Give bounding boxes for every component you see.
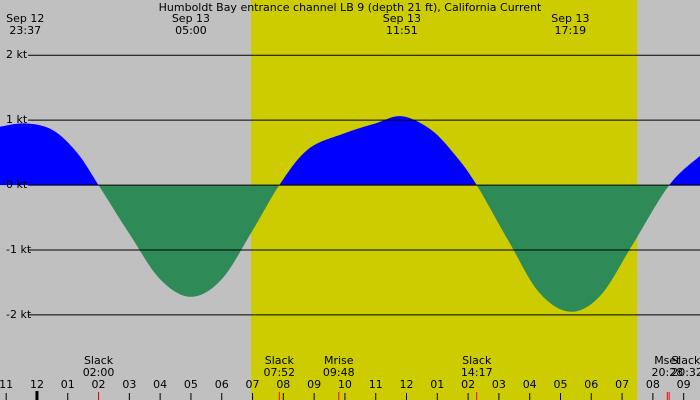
x-tick-label: 05: [184, 378, 198, 391]
event-time: 02:00: [83, 366, 115, 379]
y-tick-label: 1 kt: [6, 113, 28, 126]
chart-title: Humboldt Bay entrance channel LB 9 (dept…: [159, 1, 542, 14]
y-tick-label: 0 kt: [6, 178, 28, 191]
x-tick-label: 02: [92, 378, 106, 391]
y-tick-label: -1 kt: [6, 243, 32, 256]
x-tick-label: 04: [153, 378, 167, 391]
event-label: Mset: [654, 354, 681, 367]
event-label: Slack: [462, 354, 492, 367]
x-tick-label: 07: [615, 378, 629, 391]
x-tick-label: 05: [553, 378, 567, 391]
x-tick-label: 03: [122, 378, 136, 391]
extremum-date: Sep 12: [6, 12, 44, 25]
event-time: 09:48: [323, 366, 355, 379]
x-tick-label: 03: [492, 378, 506, 391]
x-tick-label: 04: [523, 378, 537, 391]
x-tick-label: 08: [276, 378, 290, 391]
x-tick-label: 01: [430, 378, 444, 391]
event-time: 20:32: [671, 366, 700, 379]
event-label: Slack: [671, 354, 700, 367]
x-tick-label: 02: [461, 378, 475, 391]
x-tick-label: 11: [369, 378, 383, 391]
x-tick-label: 09: [307, 378, 321, 391]
extremum-time: 17:19: [554, 24, 586, 37]
extremum-time: 23:37: [9, 24, 41, 37]
x-tick-label: 01: [61, 378, 75, 391]
flood-area: [0, 116, 700, 186]
event-time: 14:17: [461, 366, 493, 379]
x-tick-label: 12: [30, 378, 44, 391]
x-tick-label: 07: [246, 378, 260, 391]
x-tick-label: 06: [215, 378, 229, 391]
extremum-time: 11:51: [386, 24, 418, 37]
event-time: 20:28: [652, 366, 684, 379]
y-tick-label: 2 kt: [6, 48, 28, 61]
y-tick-label: -2 kt: [6, 308, 32, 321]
x-tick-label: 09: [677, 378, 691, 391]
x-tick-label: 06: [584, 378, 598, 391]
ebb-area: [0, 185, 700, 312]
extremum-date: Sep 13: [172, 12, 210, 25]
event-label: Slack: [84, 354, 114, 367]
event-label: Mrise: [324, 354, 354, 367]
extremum-date: Sep 13: [551, 12, 589, 25]
event-label: Slack: [265, 354, 295, 367]
x-tick-label: 11: [0, 378, 13, 391]
extremum-date: Sep 13: [383, 12, 421, 25]
event-time: 07:52: [263, 366, 295, 379]
x-tick-label: 12: [400, 378, 414, 391]
extremum-time: 05:00: [175, 24, 207, 37]
x-tick-label: 08: [646, 378, 660, 391]
x-tick-label: 10: [338, 378, 352, 391]
